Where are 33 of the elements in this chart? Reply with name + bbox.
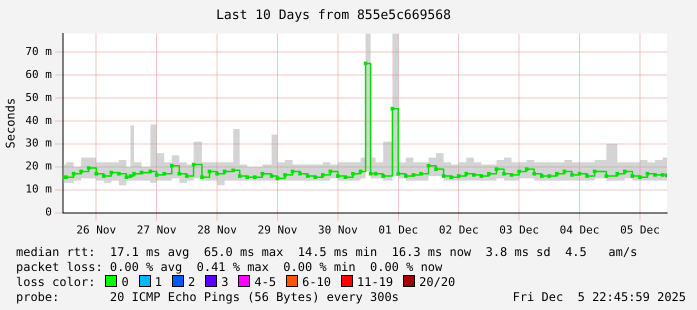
y-tick-label: 10 m	[25, 182, 52, 196]
x-tick-label: 28 Nov	[197, 223, 238, 236]
text: 4-5	[254, 275, 276, 289]
y-tick-label: 40 m	[25, 114, 52, 127]
text: packet loss: 0.00 % avg 0.41 % max 0.00 % min 0.00 % now	[16, 260, 442, 274]
x-tick-label: 27 Nov	[136, 223, 177, 236]
x-tick-label: 03 Dec	[499, 223, 539, 236]
x-tick-label: 30 Nov	[318, 223, 358, 236]
text: probe: 20 ICMP Echo Pings (56 Bytes) every 300s	[16, 290, 399, 304]
y-axis-title: Seconds	[3, 98, 18, 148]
text: 3	[221, 275, 228, 289]
y-tick-label: 50 m	[25, 90, 52, 104]
text: 2	[188, 275, 196, 289]
text: 20/20	[419, 275, 456, 289]
y-tick-label: 60 m	[25, 68, 52, 81]
x-tick-label: 02 Dec	[438, 223, 479, 236]
y-tick-label: 30 m	[25, 136, 52, 150]
x-tick-label: 01 Dec	[378, 223, 418, 236]
text: 0	[121, 275, 129, 289]
text: Fri Dec 5 22:45:59 2025	[512, 290, 686, 305]
text: 1	[154, 275, 162, 289]
text: 11-19	[357, 275, 394, 289]
text: 6-10	[302, 275, 332, 289]
x-tick-label: 05 Dec	[620, 223, 660, 236]
text: median rtt: 17.1 ms avg 65.0 ms max 14.5 ms min 16.3 ms now 3.8 ms sd 4.5 am/s	[16, 245, 638, 259]
y-tick-label: 0	[45, 206, 52, 219]
y-tick-label: 70 m	[25, 44, 52, 58]
x-tick-label: 04 Dec	[560, 223, 600, 236]
chart-title: Last 10 Days from 855e5c669568	[216, 8, 451, 24]
y-tick-label: 20 m	[25, 160, 52, 173]
x-tick-label: 26 Nov	[76, 223, 116, 236]
x-tick-label: 29 Nov	[258, 223, 298, 236]
text: loss color:	[16, 275, 96, 289]
